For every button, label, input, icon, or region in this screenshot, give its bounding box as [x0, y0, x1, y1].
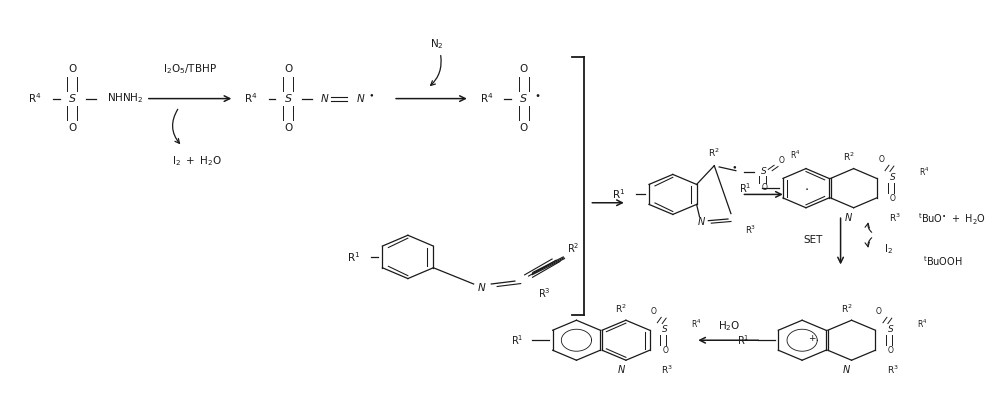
- Text: O: O: [68, 64, 76, 74]
- Text: S: S: [520, 94, 527, 104]
- Text: $\mathrm{N_2}$: $\mathrm{N_2}$: [430, 38, 444, 51]
- Text: O: O: [779, 156, 785, 165]
- Text: $+$: $+$: [808, 333, 816, 343]
- Text: $\mathrm{R^4}$: $\mathrm{R^4}$: [919, 165, 930, 178]
- Text: O: O: [890, 194, 896, 203]
- Text: O: O: [876, 307, 882, 316]
- Text: O: O: [662, 346, 668, 355]
- Text: N: N: [843, 365, 850, 375]
- Text: SET: SET: [803, 235, 823, 245]
- Text: $\mathrm{R^1}$: $\mathrm{R^1}$: [511, 333, 524, 347]
- Text: $\mathrm{R^3}$: $\mathrm{R^3}$: [889, 212, 901, 224]
- Text: $\mathrm{I_2}$: $\mathrm{I_2}$: [884, 242, 893, 256]
- Text: $\bullet$: $\bullet$: [368, 91, 374, 100]
- Text: $\mathrm{I_2\ +\ H_2O}$: $\mathrm{I_2\ +\ H_2O}$: [172, 154, 222, 168]
- Text: $\mathrm{R^4}$: $\mathrm{R^4}$: [244, 92, 258, 105]
- Text: $\bullet$: $\bullet$: [731, 162, 737, 171]
- Text: S: S: [890, 173, 896, 182]
- Text: N: N: [478, 283, 485, 293]
- Text: $\mathrm{R^4}$: $\mathrm{R^4}$: [691, 317, 702, 330]
- Text: N: N: [845, 213, 852, 223]
- Text: $\cdot$: $\cdot$: [804, 182, 808, 195]
- Text: O: O: [520, 64, 528, 74]
- Text: $\mathrm{^tBuOOH}$: $\mathrm{^tBuOOH}$: [923, 254, 963, 268]
- Text: $\mathrm{R^1}$: $\mathrm{R^1}$: [612, 188, 625, 201]
- Text: O: O: [650, 307, 656, 316]
- Text: O: O: [68, 123, 76, 133]
- Text: $\mathrm{R^2}$: $\mathrm{R^2}$: [567, 241, 580, 255]
- Text: S: S: [662, 325, 668, 334]
- Text: $\mathrm{R^3}$: $\mathrm{R^3}$: [745, 224, 756, 237]
- Text: $\mathrm{R^2}$: $\mathrm{R^2}$: [841, 303, 853, 315]
- Text: O: O: [284, 123, 292, 133]
- Text: S: S: [69, 94, 76, 104]
- Text: O: O: [284, 64, 292, 74]
- Text: $\mathrm{I_2O_5/TBHP}$: $\mathrm{I_2O_5/TBHP}$: [163, 63, 217, 76]
- Text: N: N: [617, 365, 625, 375]
- Text: $\mathrm{R^1}$: $\mathrm{R^1}$: [737, 333, 749, 347]
- Text: O: O: [761, 183, 767, 192]
- Text: S: S: [761, 168, 767, 176]
- Text: S: S: [285, 94, 292, 104]
- Text: $\mathrm{NHNH_2}$: $\mathrm{NHNH_2}$: [107, 92, 144, 105]
- Text: $\mathrm{R^3}$: $\mathrm{R^3}$: [538, 287, 551, 301]
- Text: $\mathrm{R^3}$: $\mathrm{R^3}$: [887, 364, 899, 377]
- Text: $\mathrm{R^1}$: $\mathrm{R^1}$: [739, 181, 751, 195]
- Text: $\mathrm{R^4}$: $\mathrm{R^4}$: [480, 92, 493, 105]
- Text: O: O: [878, 155, 884, 164]
- Text: $\mathrm{R^1}$: $\mathrm{R^1}$: [347, 250, 361, 264]
- Text: $\mathrm{R^4}$: $\mathrm{R^4}$: [790, 148, 801, 161]
- Text: $\mathrm{R^4}$: $\mathrm{R^4}$: [28, 92, 42, 105]
- Text: $\bullet$: $\bullet$: [534, 89, 541, 99]
- Text: N: N: [698, 217, 705, 227]
- Text: $\mathrm{R^2}$: $\mathrm{R^2}$: [615, 303, 627, 315]
- Text: $\mathrm{R^3}$: $\mathrm{R^3}$: [661, 364, 673, 377]
- Text: S: S: [888, 325, 894, 334]
- Text: N: N: [357, 94, 365, 104]
- Text: $\mathrm{^tBuO^{\bullet}\ +\ H_2O}$: $\mathrm{^tBuO^{\bullet}\ +\ H_2O}$: [918, 212, 986, 227]
- Text: $\mathrm{R^2}$: $\mathrm{R^2}$: [708, 147, 720, 159]
- Text: $\mathrm{R^4}$: $\mathrm{R^4}$: [917, 317, 927, 330]
- Text: $\mathrm{R^2}$: $\mathrm{R^2}$: [843, 151, 855, 163]
- Text: O: O: [888, 346, 894, 355]
- Text: O: O: [520, 123, 528, 133]
- Text: $\mathrm{H_2O}$: $\mathrm{H_2O}$: [718, 320, 740, 334]
- Text: N: N: [321, 94, 328, 104]
